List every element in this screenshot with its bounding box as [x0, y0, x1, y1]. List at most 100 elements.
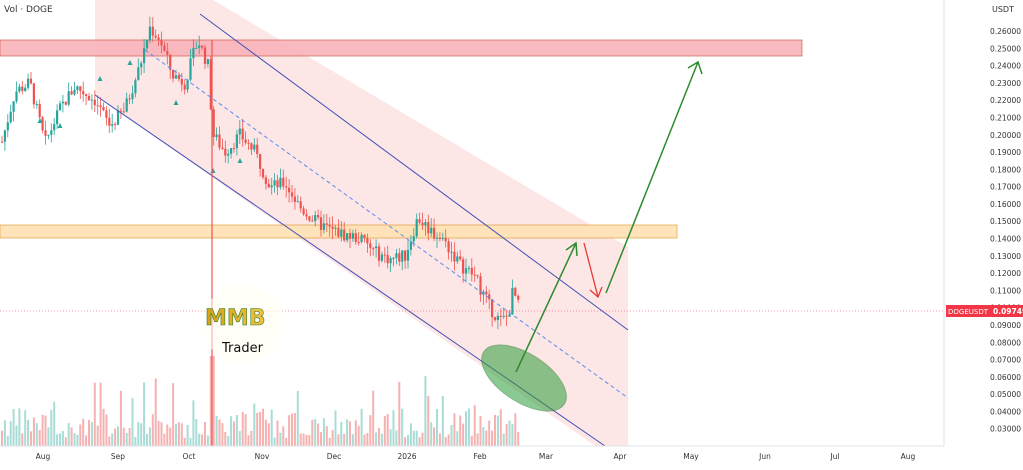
projection-up-arrow-1	[515, 242, 577, 373]
signal-marker	[97, 76, 103, 81]
volume-bar	[256, 412, 259, 446]
candle-body	[314, 215, 317, 222]
candle-body	[261, 168, 265, 178]
volume-bar	[30, 431, 32, 446]
volume-bar	[93, 382, 96, 446]
volume-bar	[340, 421, 343, 446]
candle-body	[505, 315, 508, 317]
volume-bar	[273, 437, 276, 446]
volume-bar	[302, 433, 305, 446]
candle-body	[102, 107, 105, 111]
candle-body	[264, 177, 267, 184]
volume-bar	[44, 415, 47, 446]
volume-bar	[233, 421, 235, 446]
candle-body	[247, 142, 250, 144]
candle-body	[122, 111, 125, 113]
currency-label: USDT	[992, 5, 1014, 14]
candle-body	[169, 54, 172, 70]
candle-body	[87, 95, 91, 101]
candle-body	[337, 227, 340, 237]
candle-body	[351, 233, 354, 239]
y-tick-label: 0.03000	[990, 425, 1021, 434]
candle-body	[24, 87, 27, 92]
volume-bar	[270, 409, 273, 446]
candle-body	[383, 254, 386, 256]
volume-bar	[82, 418, 85, 446]
volume-bar	[85, 435, 88, 446]
time-axis[interactable]: Aug Sep Oct Nov Dec 2026 Feb Mar Apr May Jun Jul Aug	[36, 452, 916, 461]
y-tick-label: 0.08000	[990, 338, 1021, 347]
volume-bar	[433, 427, 436, 446]
candle-body	[514, 287, 517, 296]
candle-body	[47, 134, 50, 136]
volume-label: Vol · DOGE	[4, 5, 53, 15]
x-tick-label: May	[683, 452, 699, 461]
candle-body	[406, 249, 410, 261]
candle-body	[354, 233, 357, 242]
y-tick-label: 0.23000	[990, 79, 1021, 88]
volume-bar	[514, 413, 517, 446]
candle-body	[166, 50, 169, 55]
candle-body	[85, 94, 88, 96]
candle-body	[470, 267, 473, 275]
candle-body	[27, 78, 30, 88]
candle-body	[421, 222, 424, 226]
volume-bar	[505, 424, 508, 446]
candle-body	[317, 215, 320, 218]
volume-bar	[430, 422, 433, 446]
candle-body	[111, 124, 114, 126]
volume-bar	[18, 408, 21, 446]
volume-bar	[131, 398, 134, 446]
candle-body	[180, 79, 183, 85]
candle-body	[401, 250, 404, 262]
candle-body	[473, 274, 476, 276]
volume-bar	[189, 437, 192, 446]
candle-body	[276, 180, 279, 188]
candle-body	[192, 48, 195, 59]
candle-body	[450, 251, 453, 253]
volume-bar	[247, 435, 250, 446]
candle-body	[404, 250, 407, 261]
volume-bar	[140, 423, 143, 446]
candle-body	[441, 238, 444, 240]
volume-bar	[357, 425, 360, 446]
x-tick-label: Jun	[758, 452, 771, 461]
volume-bar	[183, 437, 186, 446]
candle-body	[424, 222, 427, 226]
volume-bar	[250, 430, 253, 446]
volume-bar	[267, 423, 270, 446]
candle-body	[241, 128, 244, 140]
volume-bar	[169, 427, 172, 446]
candle-body	[363, 234, 366, 239]
volume-bar	[491, 430, 494, 446]
volume-bar	[12, 408, 15, 446]
volume-bar	[198, 433, 201, 446]
candle-body	[145, 40, 149, 49]
candle-body	[58, 103, 62, 111]
candle-body	[267, 183, 270, 188]
candle-body	[357, 241, 360, 243]
volume-bar	[421, 432, 424, 446]
candle-body	[212, 109, 215, 137]
x-tick-label: Aug	[901, 452, 916, 461]
y-tick-label: 0.20000	[990, 131, 1021, 140]
candle-body	[177, 75, 180, 80]
volume-bar	[70, 427, 73, 446]
candle-body	[195, 47, 198, 49]
volume-bar	[117, 426, 119, 446]
candle-body	[221, 147, 224, 149]
candle-body	[183, 84, 186, 90]
candle-body	[279, 177, 282, 188]
volume-bar	[137, 421, 140, 446]
candle-body	[331, 226, 334, 229]
candle-body	[209, 59, 212, 110]
volume-bar	[366, 432, 369, 446]
volume-bar	[496, 415, 499, 446]
projection-up-arrow-2	[605, 61, 699, 294]
y-tick-label: 0.09000	[990, 321, 1021, 330]
x-tick-label: 2026	[397, 452, 416, 461]
candle-body	[360, 234, 363, 242]
volume-bar	[479, 415, 482, 446]
